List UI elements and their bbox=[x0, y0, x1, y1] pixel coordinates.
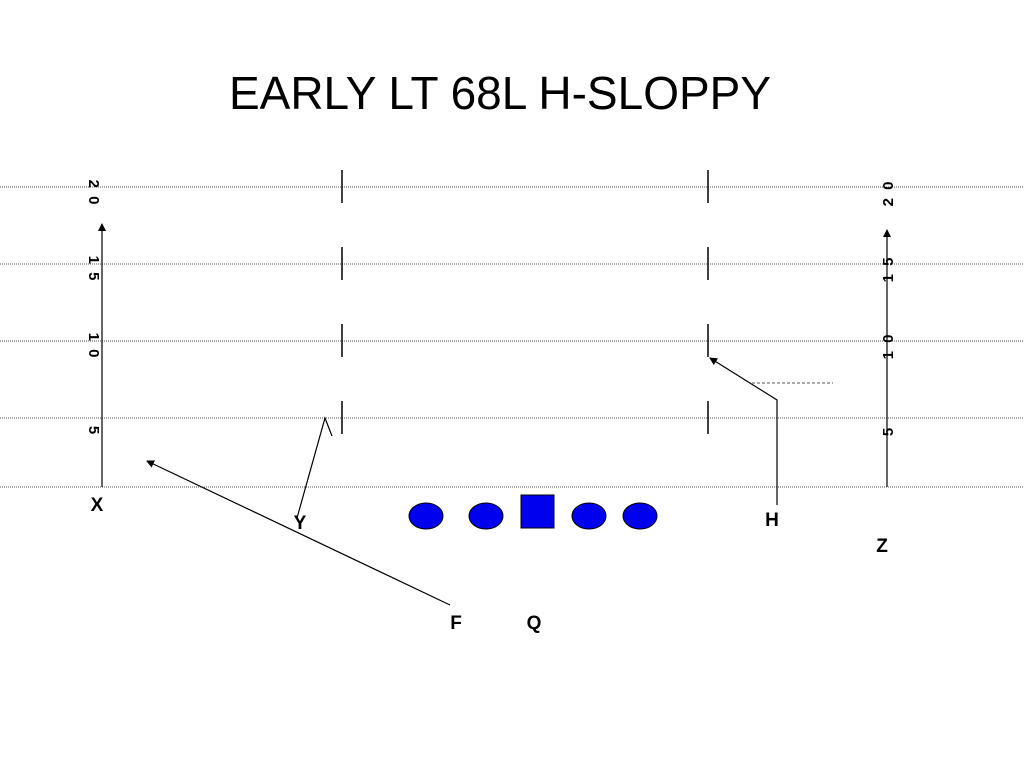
title: EARLY LT 68L H-SLOPPY bbox=[229, 67, 771, 119]
yard-marker: 5 bbox=[880, 426, 897, 436]
yard-marker: 1 5 bbox=[880, 256, 897, 283]
lineman bbox=[408, 502, 444, 530]
yard-marker: 2 0 bbox=[85, 180, 102, 207]
route-h bbox=[709, 357, 778, 505]
yard-marker: 1 5 bbox=[85, 256, 102, 283]
offensive-line bbox=[408, 494, 658, 530]
hash-marks bbox=[341, 170, 709, 434]
lineman bbox=[468, 502, 504, 530]
route-f bbox=[146, 460, 451, 606]
player-label: H bbox=[765, 510, 779, 531]
yard-lines bbox=[0, 186, 1024, 488]
player-label: X bbox=[91, 495, 104, 516]
player-label: Y bbox=[294, 513, 307, 534]
player-label: Q bbox=[527, 613, 542, 634]
center bbox=[520, 494, 555, 529]
yard-marker: 5 bbox=[85, 426, 102, 436]
route-y bbox=[296, 416, 333, 519]
lineman bbox=[571, 502, 607, 530]
player-label: F bbox=[450, 613, 462, 634]
yard-marker: 2 0 bbox=[880, 180, 897, 207]
yard-marker: 1 0 bbox=[85, 333, 102, 360]
player-label: Z bbox=[876, 536, 888, 557]
yard-marker: 1 0 bbox=[880, 333, 897, 360]
lineman bbox=[622, 502, 658, 530]
